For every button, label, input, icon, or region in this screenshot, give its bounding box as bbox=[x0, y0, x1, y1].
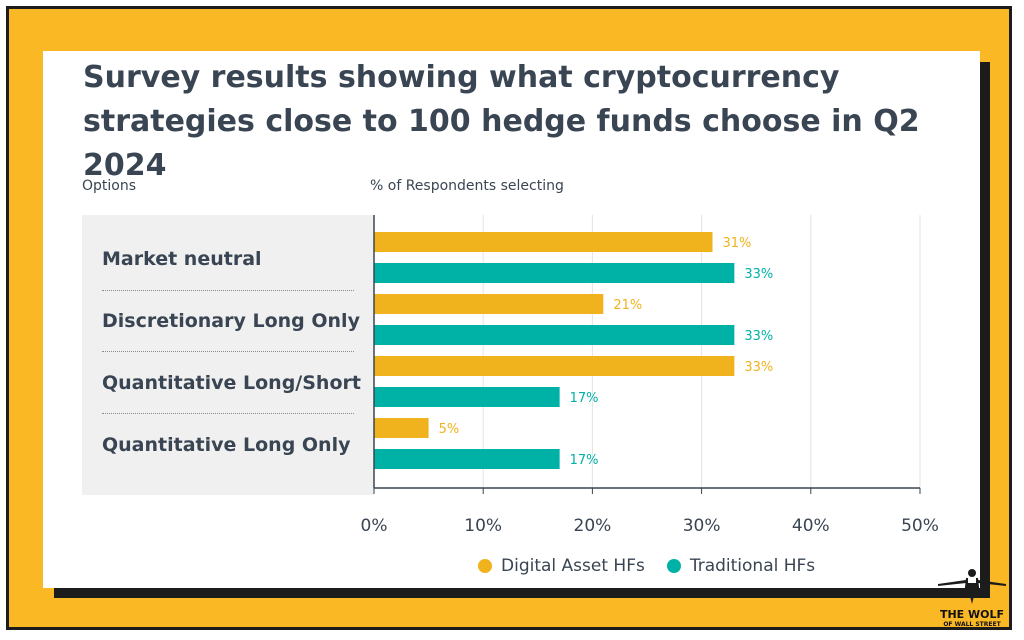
x-tick-label: 0% bbox=[361, 516, 388, 536]
data-label: 33% bbox=[744, 329, 773, 344]
category-separator bbox=[102, 413, 354, 414]
x-tick-label: 40% bbox=[792, 516, 830, 536]
legend-label-digital: Digital Asset HFs bbox=[501, 556, 645, 576]
category-separator bbox=[102, 290, 354, 291]
bar-chart-plot: 31% 33% 21% 33% 33% 17% 5% 17% 0% 10% 20% 30% 40% 50% bbox=[361, 215, 939, 536]
wolf-figure-icon bbox=[938, 569, 1006, 604]
data-label: 33% bbox=[744, 360, 773, 375]
bar bbox=[374, 294, 604, 314]
x-tick-label: 30% bbox=[683, 516, 721, 536]
x-tick-label: 20% bbox=[574, 516, 612, 536]
data-label: 17% bbox=[570, 453, 599, 468]
options-panel: Market neutral Discretionary Long Only Q… bbox=[82, 215, 374, 495]
chart-card: Survey results showing what cryptocurren… bbox=[43, 51, 980, 588]
bar bbox=[374, 449, 560, 469]
category-label-market-neutral: Market neutral bbox=[102, 248, 262, 270]
legend-swatch-traditional bbox=[666, 559, 681, 573]
logo-line-1: THE WOLF bbox=[939, 608, 1005, 621]
category-label-discretionary-long-only: Discretionary Long Only bbox=[102, 310, 360, 332]
wolf-logo: THE WOLF OF WALL STREET bbox=[926, 566, 1018, 632]
bar bbox=[374, 263, 735, 283]
data-label: 17% bbox=[570, 391, 599, 406]
data-label: 21% bbox=[613, 298, 642, 313]
legend-swatch-digital bbox=[478, 559, 492, 573]
bar bbox=[374, 387, 560, 407]
category-label-quantitative-long-short: Quantitative Long/Short bbox=[102, 372, 361, 394]
chart-legend: Digital Asset HFs Traditional HFs bbox=[478, 554, 837, 578]
data-label: 5% bbox=[439, 422, 460, 437]
options-header: Options bbox=[82, 178, 137, 194]
data-label: 31% bbox=[723, 236, 752, 251]
legend-label-traditional: Traditional HFs bbox=[689, 556, 816, 576]
category-separator bbox=[102, 351, 354, 352]
bar bbox=[374, 325, 735, 345]
chart-title: Survey results showing what cryptocurren… bbox=[83, 60, 920, 183]
logo-line-2: OF WALL STREET bbox=[943, 621, 1001, 628]
legend-item-digital[interactable]: Digital Asset HFs bbox=[478, 556, 645, 576]
bar bbox=[374, 356, 735, 376]
values-header: % of Respondents selecting bbox=[370, 178, 564, 194]
bar bbox=[374, 232, 713, 252]
x-tick-label: 10% bbox=[464, 516, 502, 536]
x-tick-label: 50% bbox=[901, 516, 939, 536]
bar bbox=[374, 418, 429, 438]
data-label: 33% bbox=[744, 267, 773, 282]
category-label-quantitative-long-only: Quantitative Long Only bbox=[102, 434, 351, 456]
legend-item-traditional[interactable]: Traditional HFs bbox=[666, 556, 816, 576]
